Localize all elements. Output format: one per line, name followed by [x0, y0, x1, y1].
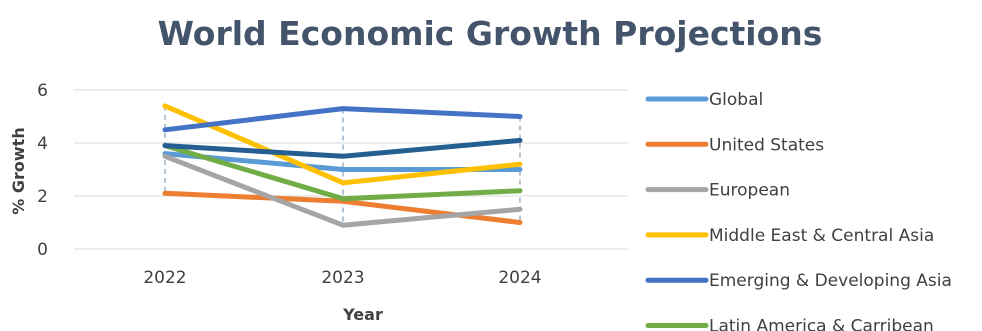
y-tick-label: 0 [37, 240, 48, 260]
series-line-2 [162, 153, 523, 228]
x-tick-label: 2022 [143, 268, 186, 288]
x-axis-ticks: 2022 2023 2024 [143, 268, 541, 288]
legend-label: Latin America & Carribean [709, 317, 934, 331]
legend-item: Latin America & Carribean [645, 317, 934, 331]
legend-item: European [645, 181, 790, 201]
legend-item: United States [645, 135, 824, 155]
series-line-4 [162, 106, 523, 133]
chart-title: World Economic Growth Projections [158, 14, 823, 53]
x-axis-label: Year [342, 305, 383, 324]
legend-label: Emerging & Developing Asia [709, 271, 952, 291]
legend-label: Global [709, 90, 763, 110]
y-tick-label: 6 [37, 81, 48, 101]
legend-item: Middle East & Central Asia [645, 226, 934, 246]
series-line-5 [162, 143, 523, 202]
drop-lines [164, 105, 521, 226]
legend-item: Global [645, 90, 763, 110]
legend-item: Emerging & Developing Asia [645, 271, 952, 291]
legend: Global United States European Middle East &… [645, 90, 952, 331]
gridlines [74, 89, 628, 250]
x-tick-label: 2023 [321, 268, 364, 288]
series-lines [162, 103, 523, 228]
y-tick-label: 2 [37, 187, 48, 207]
legend-label: European [709, 181, 790, 201]
y-tick-label: 4 [37, 134, 48, 154]
y-axis-ticks: 0 2 4 6 [37, 81, 48, 260]
series-line-3 [162, 103, 523, 186]
legend-label: United States [709, 135, 824, 155]
x-tick-label: 2024 [498, 268, 541, 288]
legend-label: Middle East & Central Asia [709, 226, 934, 246]
y-axis-label: % Growth [9, 127, 28, 214]
series-line-6 [162, 137, 523, 159]
